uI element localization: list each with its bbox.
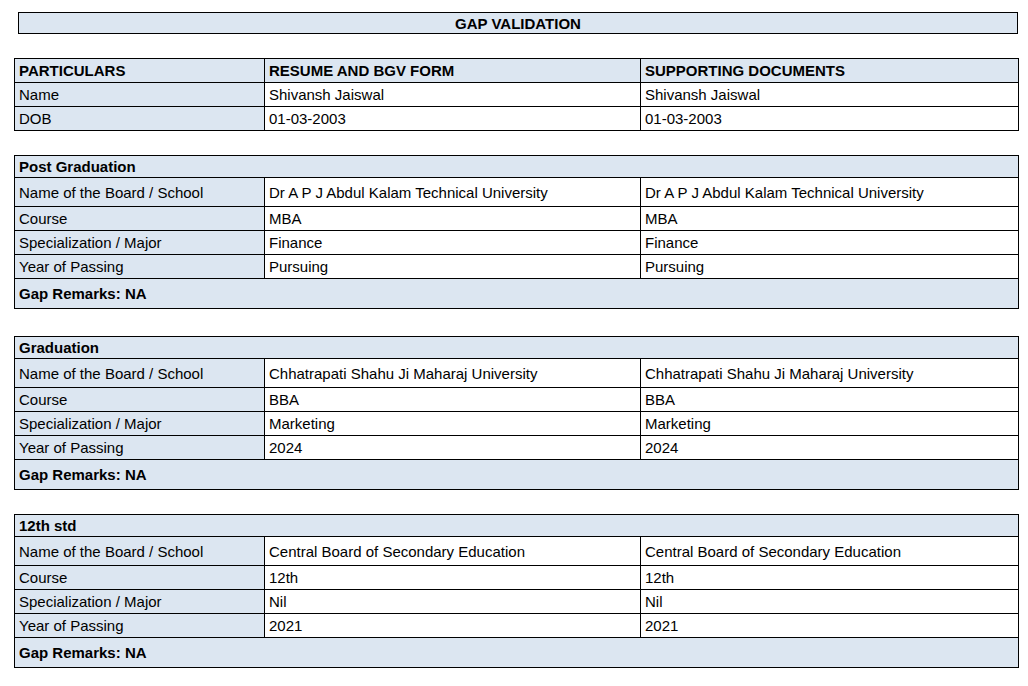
page-title: GAP VALIDATION — [18, 12, 1018, 34]
supporting-value-cell: Shivansh Jaiswal — [641, 83, 1019, 107]
resume-value-cell: Dr A P J Abdul Kalam Technical Universit… — [265, 178, 641, 207]
section-title-cell: Post Graduation — [15, 156, 1019, 178]
resume-value-cell: Finance — [265, 231, 641, 255]
supporting-value-cell: Nil — [641, 590, 1019, 614]
supporting-value-cell: MBA — [641, 207, 1019, 231]
supporting-value-cell: BBA — [641, 388, 1019, 412]
supporting-value-cell: Marketing — [641, 412, 1019, 436]
resume-value-cell: Shivansh Jaiswal — [265, 83, 641, 107]
resume-value-cell: Chhatrapati Shahu Ji Maharaj University — [265, 359, 641, 388]
gap-remarks-cell: Gap Remarks: NA — [15, 638, 1019, 668]
table-row: Specialization / Major Finance Finance — [15, 231, 1019, 255]
resume-value-cell: Nil — [265, 590, 641, 614]
supporting-value-cell: Pursuing — [641, 255, 1019, 279]
table-row: Year of Passing 2021 2021 — [15, 614, 1019, 638]
table-row: Year of Passing Pursuing Pursuing — [15, 255, 1019, 279]
resume-value-cell: 2021 — [265, 614, 641, 638]
graduation-table: Graduation Name of the Board / School Ch… — [14, 336, 1019, 490]
table-row: Specialization / Major Marketing Marketi… — [15, 412, 1019, 436]
section-title-cell: Graduation — [15, 337, 1019, 359]
row-label-cell: Year of Passing — [15, 436, 265, 460]
row-label-cell: Course — [15, 388, 265, 412]
gap-remarks-cell: Gap Remarks: NA — [15, 279, 1019, 309]
row-label-cell: Specialization / Major — [15, 231, 265, 255]
resume-value-cell: MBA — [265, 207, 641, 231]
row-label-cell: Name of the Board / School — [15, 537, 265, 566]
table-row: Name of the Board / School Dr A P J Abdu… — [15, 178, 1019, 207]
resume-value-cell: 01-03-2003 — [265, 107, 641, 131]
supporting-value-cell: 2024 — [641, 436, 1019, 460]
table-row: Course 12th 12th — [15, 566, 1019, 590]
resume-value-cell: 12th — [265, 566, 641, 590]
column-header-supporting-documents: SUPPORTING DOCUMENTS — [641, 59, 1019, 83]
column-header-resume-and-bgv-form: RESUME AND BGV FORM — [265, 59, 641, 83]
resume-value-cell: Pursuing — [265, 255, 641, 279]
table-row: Name Shivansh Jaiswal Shivansh Jaiswal — [15, 83, 1019, 107]
resume-value-cell: Marketing — [265, 412, 641, 436]
particulars-table: PARTICULARS RESUME AND BGV FORM SUPPORTI… — [14, 58, 1019, 131]
twelfth-std-table: 12th std Name of the Board / School Cent… — [14, 514, 1019, 668]
row-label-cell: DOB — [15, 107, 265, 131]
table-row: Name of the Board / School Chhatrapati S… — [15, 359, 1019, 388]
table-row: Specialization / Major Nil Nil — [15, 590, 1019, 614]
table-row: Year of Passing 2024 2024 — [15, 436, 1019, 460]
section-title-cell: 12th std — [15, 515, 1019, 537]
row-label-cell: Course — [15, 566, 265, 590]
page-title-text: GAP VALIDATION — [455, 15, 581, 32]
supporting-value-cell: Finance — [641, 231, 1019, 255]
gap-remarks-cell: Gap Remarks: NA — [15, 460, 1019, 490]
row-label-cell: Name of the Board / School — [15, 359, 265, 388]
row-label-cell: Specialization / Major — [15, 590, 265, 614]
resume-value-cell: BBA — [265, 388, 641, 412]
supporting-value-cell: 01-03-2003 — [641, 107, 1019, 131]
row-label-cell: Name of the Board / School — [15, 178, 265, 207]
resume-value-cell: Central Board of Secondary Education — [265, 537, 641, 566]
column-header-particulars: PARTICULARS — [15, 59, 265, 83]
post-graduation-table: Post Graduation Name of the Board / Scho… — [14, 155, 1019, 309]
supporting-value-cell: Dr A P J Abdul Kalam Technical Universit… — [641, 178, 1019, 207]
resume-value-cell: 2024 — [265, 436, 641, 460]
table-row: DOB 01-03-2003 01-03-2003 — [15, 107, 1019, 131]
supporting-value-cell: 12th — [641, 566, 1019, 590]
supporting-value-cell: 2021 — [641, 614, 1019, 638]
table-row: Course MBA MBA — [15, 207, 1019, 231]
row-label-cell: Name — [15, 83, 265, 107]
row-label-cell: Year of Passing — [15, 614, 265, 638]
supporting-value-cell: Chhatrapati Shahu Ji Maharaj University — [641, 359, 1019, 388]
row-label-cell: Course — [15, 207, 265, 231]
supporting-value-cell: Central Board of Secondary Education — [641, 537, 1019, 566]
table-row: Course BBA BBA — [15, 388, 1019, 412]
row-label-cell: Year of Passing — [15, 255, 265, 279]
table-row: Name of the Board / School Central Board… — [15, 537, 1019, 566]
row-label-cell: Specialization / Major — [15, 412, 265, 436]
